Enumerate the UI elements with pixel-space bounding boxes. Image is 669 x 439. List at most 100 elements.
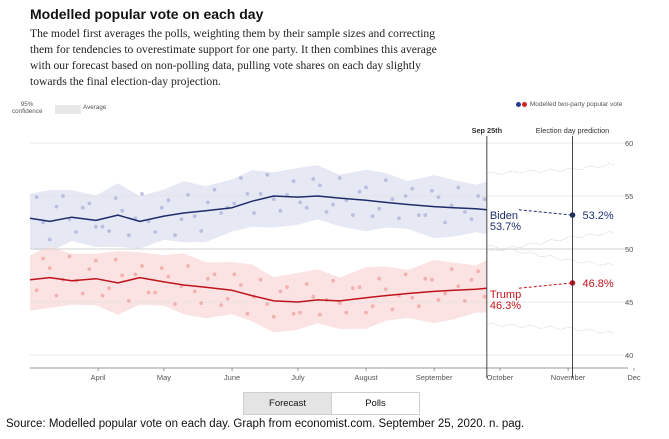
trump-poll-dot [212, 272, 217, 277]
x-tick-label: Dec [627, 373, 641, 382]
biden-poll-dot [337, 176, 342, 180]
biden-poll-dot [41, 220, 46, 225]
legend-trump-dot [522, 101, 527, 107]
trump-poll-dot [173, 302, 177, 306]
legend-confidence-label: 95% confidence [12, 101, 43, 115]
biden-poll-dot [74, 230, 78, 234]
biden-poll-dot [34, 195, 39, 200]
biden-poll-dot [469, 217, 474, 222]
trump-poll-dot [232, 272, 237, 277]
trump-poll-dot [87, 267, 92, 271]
trump-poll-dot [364, 310, 368, 315]
x-tick-label: June [224, 373, 240, 382]
forecast-tab[interactable]: Forecast [244, 393, 331, 414]
biden-poll-dot [278, 208, 283, 213]
trump-poll-dot [410, 295, 415, 300]
x-tick-label: July [291, 373, 305, 382]
biden-poll-dot [423, 213, 428, 218]
trump-poll-dot [258, 277, 263, 282]
axes: 40 45 50 55 60 April May June July August Septembe… [30, 126, 641, 382]
x-tick-label: October [487, 373, 514, 382]
trump-poll-dot [54, 293, 59, 298]
x-tick-label: September [416, 373, 453, 382]
trump-poll-dot [430, 277, 434, 282]
biden-poll-dot [383, 178, 388, 183]
trump-poll-dot [206, 276, 210, 281]
trump-poll-dot [463, 299, 467, 303]
biden-poll-dot [61, 194, 65, 198]
biden-poll-dot [153, 230, 158, 234]
trump-poll-dot [456, 284, 461, 288]
trump-poll-dot [469, 277, 474, 282]
biden-poll-dot [482, 197, 487, 202]
biden-poll-dot [449, 203, 454, 208]
y-tick-label: 45 [625, 298, 633, 307]
trump-poll-dot [285, 285, 289, 290]
biden-poll-dot [377, 206, 382, 211]
trump-current-value-label: 46.3% [490, 300, 521, 312]
biden-poll-dot [212, 187, 217, 192]
trump-poll-dot [390, 307, 395, 312]
biden-poll-dot [443, 220, 447, 225]
biden-poll-dot [304, 205, 309, 210]
biden-poll-dot [107, 229, 111, 233]
biden-projection-line [518, 209, 573, 216]
source-note: Source: Modelled popular vote on each da… [6, 418, 525, 430]
trump-confidence-band [30, 246, 487, 333]
trump-poll-dot [113, 257, 118, 262]
trump-poll-dot [278, 289, 283, 294]
trump-poll-dot [476, 269, 480, 274]
trump-poll-dot [377, 276, 382, 281]
biden-confidence-band [30, 165, 487, 252]
trump-poll-dot [449, 267, 454, 271]
biden-projection-label: 53.2% [583, 210, 614, 222]
biden-current-value-label: 53.7% [490, 221, 521, 233]
biden-forward-band-lower [486, 244, 615, 266]
trump-poll-dot [344, 310, 349, 315]
y-tick-label: 60 [625, 139, 633, 148]
biden-poll-dot [357, 189, 362, 194]
trump-poll-dot [318, 312, 322, 317]
biden-poll-dot [436, 195, 441, 200]
biden-poll-dot [146, 219, 151, 224]
biden-poll-dot [87, 201, 92, 206]
x-tick-label: August [354, 373, 378, 382]
biden-poll-dot [206, 200, 210, 205]
biden-poll-dot [271, 197, 276, 202]
biden-poll-dot [159, 205, 164, 210]
trump-poll-dot [100, 293, 105, 298]
view-toggle: Forecast Polls [243, 392, 420, 415]
biden-poll-dot [456, 185, 461, 190]
biden-poll-dot [245, 192, 250, 196]
biden-poll-dot [476, 194, 480, 198]
trump-average-line [29, 276, 487, 303]
legend-average-label: Average [83, 104, 107, 111]
trump-poll-dot [304, 282, 309, 286]
trump-poll-dot [120, 273, 125, 278]
chart-subtitle: The model first averages the polls, weig… [30, 27, 437, 88]
legend-projection-label: Modelled two-party popular vote [529, 101, 623, 108]
trump-projection-line [518, 282, 573, 289]
trump-forward-band-upper [486, 231, 615, 253]
biden-poll-dot [80, 205, 85, 210]
trump-poll-dot [199, 301, 204, 305]
biden-average-line [29, 195, 487, 223]
biden-poll-dot [265, 172, 270, 177]
biden-poll-dot [331, 202, 335, 207]
trump-poll-dot [311, 294, 316, 299]
biden-poll-dot [370, 214, 375, 219]
biden-poll-dot [430, 188, 434, 193]
polls-tab[interactable]: Polls [331, 393, 419, 414]
trump-poll-dot [140, 264, 144, 268]
chart-title: Modelled popular vote on each day [30, 6, 264, 22]
biden-poll-dot [47, 237, 52, 242]
trump-poll-dot [219, 303, 224, 308]
biden-poll-dot [179, 217, 184, 222]
trump-poll-dot [265, 302, 270, 306]
trump-poll-dot [383, 287, 388, 292]
biden-poll-dot [192, 214, 197, 219]
trump-poll-dot [351, 286, 355, 291]
biden-poll-dot [298, 200, 303, 205]
